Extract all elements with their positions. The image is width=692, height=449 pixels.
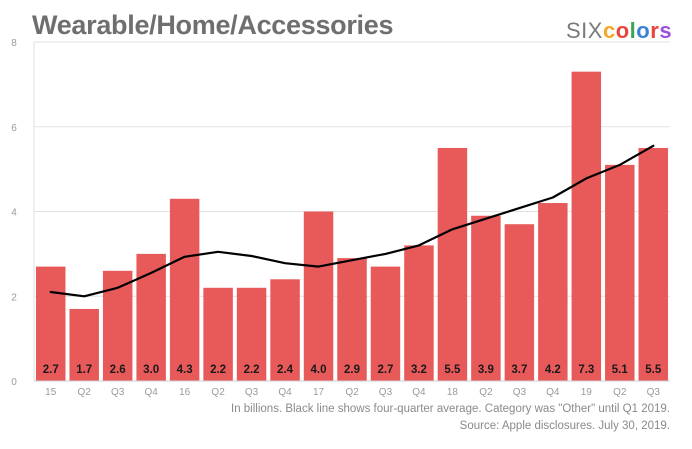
bar-value-label: 4.2 bbox=[545, 364, 561, 376]
footnote-line-2: Source: Apple disclosures. July 30, 2019… bbox=[459, 420, 670, 432]
logo-letter: o bbox=[615, 18, 630, 43]
bar bbox=[437, 147, 468, 381]
bar-value-label: 5.1 bbox=[612, 364, 629, 376]
bar-value-label: 3.0 bbox=[143, 364, 159, 376]
bar-value-label: 2.9 bbox=[344, 364, 360, 376]
bar bbox=[605, 164, 635, 381]
axes: 0 2 4 6 8 15 Q2 Q3 Q4 16 Q2 Q3 Q4 17 Q2 Q3 Q4 18 Q2 Q3 Q4 19 Q… bbox=[11, 38, 670, 398]
y-tick-label: 4 bbox=[11, 208, 17, 219]
bar-value-label: 2.6 bbox=[110, 364, 126, 376]
bar bbox=[337, 258, 367, 381]
y-tick-label: 6 bbox=[11, 123, 17, 134]
bar-value-label: 2.7 bbox=[43, 364, 59, 376]
bar bbox=[538, 203, 568, 381]
logo-letter: c bbox=[602, 18, 616, 43]
x-tick-label: Q3 bbox=[111, 387, 125, 398]
bar bbox=[571, 71, 602, 381]
bar bbox=[638, 147, 668, 381]
x-tick-label: Q4 bbox=[144, 387, 158, 398]
bars bbox=[36, 71, 668, 381]
logo-six-text: SIX bbox=[566, 18, 603, 43]
footnote-line-1: In billions. Black line shows four-quart… bbox=[231, 403, 670, 415]
bar-value-label: 2.2 bbox=[244, 364, 260, 376]
four-quarter-average-line bbox=[49, 144, 655, 298]
x-tick-label: Q2 bbox=[211, 387, 225, 398]
bar-value-label: 3.9 bbox=[478, 364, 494, 376]
x-tick-label: Q3 bbox=[245, 387, 259, 398]
x-tick-label: Q2 bbox=[78, 387, 92, 398]
x-tick-label: 18 bbox=[447, 387, 459, 398]
bar bbox=[504, 224, 535, 381]
x-tick-label: Q3 bbox=[513, 387, 527, 398]
bar bbox=[270, 279, 300, 381]
y-tick-label: 0 bbox=[11, 377, 17, 388]
x-tick-label: Q4 bbox=[546, 387, 560, 398]
x-tick-label: Q4 bbox=[278, 387, 292, 398]
bar-value-label: 4.0 bbox=[311, 364, 327, 376]
logo-colors-text: colors bbox=[603, 18, 672, 43]
bar-value-label: 2.4 bbox=[277, 364, 294, 376]
y-tick-label: 8 bbox=[11, 38, 17, 49]
bar bbox=[169, 198, 200, 381]
data-labels: 2.7 1.7 2.6 3.0 4.3 2.2 2.2 2.4 4.0 2.9 2.7 3.2 5.5 3… bbox=[43, 364, 662, 376]
logo-letter: r bbox=[650, 18, 660, 43]
average-line-group bbox=[49, 144, 655, 298]
x-tick-label: 19 bbox=[581, 387, 593, 398]
bar bbox=[404, 245, 434, 381]
x-tick-label: Q3 bbox=[379, 387, 393, 398]
bar bbox=[303, 211, 334, 381]
x-tick-label: 15 bbox=[45, 387, 57, 398]
logo-letter: l bbox=[629, 18, 637, 43]
sixcolors-logo: SIXcolors bbox=[566, 18, 672, 44]
x-tick-label: Q2 bbox=[479, 387, 493, 398]
bar bbox=[203, 287, 233, 381]
bar-value-label: 1.7 bbox=[76, 364, 92, 376]
y-tick-label: 2 bbox=[11, 292, 17, 303]
bar bbox=[236, 287, 267, 381]
logo-letter: o bbox=[636, 18, 651, 43]
x-tick-label: Q2 bbox=[613, 387, 627, 398]
bar-value-label: 5.5 bbox=[645, 364, 662, 376]
x-tick-label: 16 bbox=[179, 387, 191, 398]
bar-value-label: 5.5 bbox=[444, 364, 461, 376]
bar bbox=[36, 266, 66, 381]
chart-title: Wearable/Home/Accessories bbox=[32, 10, 394, 40]
bar-value-label: 2.7 bbox=[377, 364, 393, 376]
x-tick-label: Q2 bbox=[345, 387, 359, 398]
x-tick-label: Q3 bbox=[647, 387, 661, 398]
bar-value-label: 3.7 bbox=[511, 364, 527, 376]
x-tick-label: 17 bbox=[313, 387, 325, 398]
bar bbox=[69, 308, 99, 381]
bar-value-label: 2.2 bbox=[210, 364, 226, 376]
bar-value-label: 3.2 bbox=[411, 364, 427, 376]
bar-value-label: 7.3 bbox=[578, 364, 594, 376]
bar bbox=[471, 215, 501, 381]
bar-value-label: 4.3 bbox=[177, 364, 193, 376]
bar bbox=[136, 253, 166, 381]
bar bbox=[370, 266, 401, 381]
logo-letter: s bbox=[659, 18, 673, 43]
footnote: In billions. Black line shows four-quart… bbox=[231, 401, 670, 435]
x-tick-label: Q4 bbox=[412, 387, 426, 398]
